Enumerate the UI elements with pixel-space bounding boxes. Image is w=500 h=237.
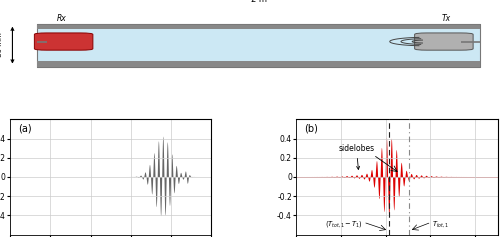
- Text: (a): (a): [18, 124, 32, 134]
- FancyBboxPatch shape: [34, 33, 93, 50]
- FancyBboxPatch shape: [37, 24, 480, 67]
- Text: Rx: Rx: [56, 14, 66, 23]
- Text: 2 m: 2 m: [250, 0, 266, 4]
- Text: Tx: Tx: [442, 14, 451, 23]
- Text: (b): (b): [304, 124, 318, 134]
- Text: $(T_{tot,1}-T_1)$: $(T_{tot,1}-T_1)$: [325, 219, 363, 229]
- Bar: [37, 61, 480, 67]
- Text: $T_{tot,1}$: $T_{tot,1}$: [432, 219, 449, 229]
- Bar: [37, 24, 480, 29]
- FancyBboxPatch shape: [414, 33, 473, 50]
- Text: 80 mm: 80 mm: [0, 33, 3, 58]
- Text: sidelobes: sidelobes: [338, 144, 374, 169]
